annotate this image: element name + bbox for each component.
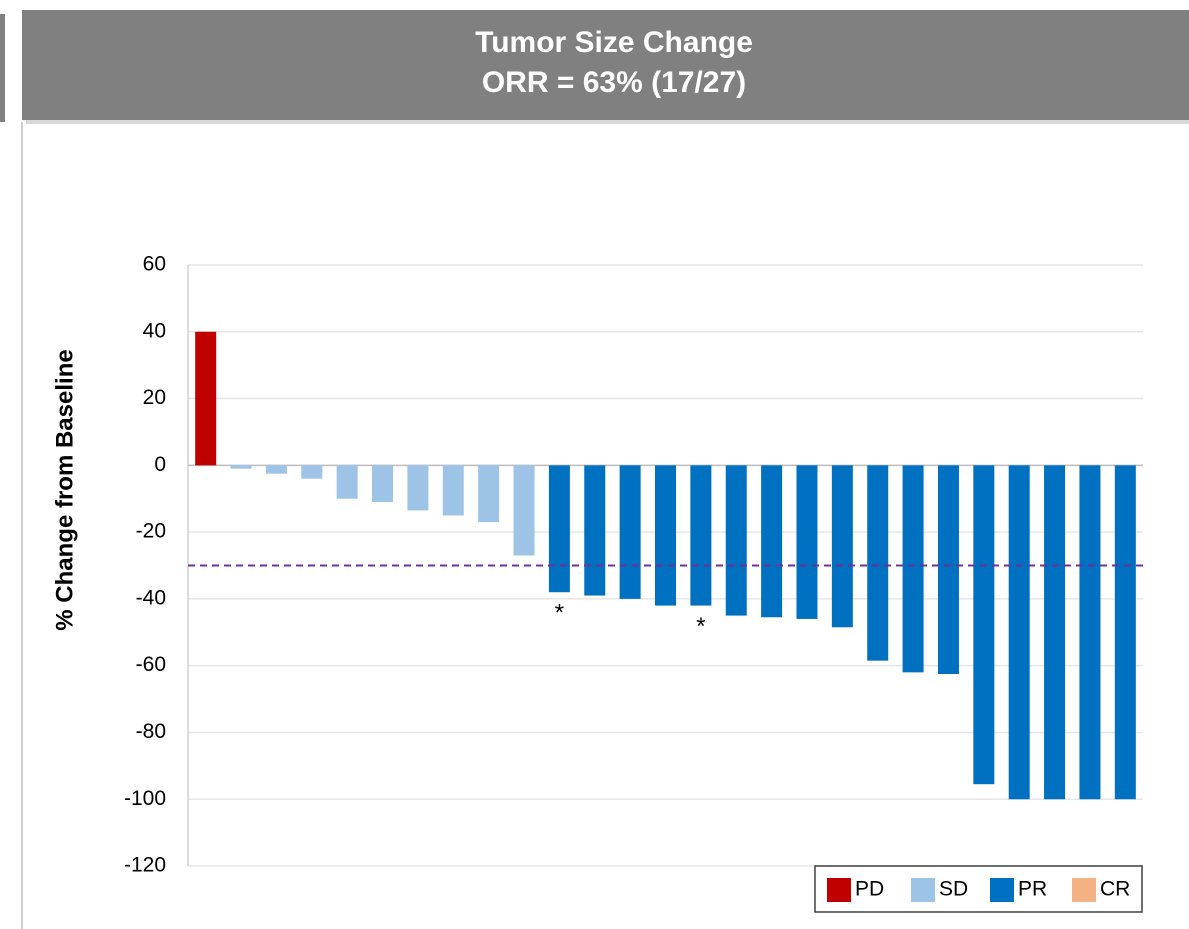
bar xyxy=(937,465,959,675)
chart-subtitle: ORR = 63% (17/27) xyxy=(482,66,746,99)
legend-label: PD xyxy=(855,878,884,901)
bar xyxy=(725,465,747,616)
bar xyxy=(690,465,712,606)
bar xyxy=(1044,465,1066,800)
bar xyxy=(230,465,252,469)
y-tick-label: -120 xyxy=(124,854,166,877)
y-tick-label: 0 xyxy=(154,453,166,476)
legend-swatch xyxy=(827,878,851,902)
y-tick-label: -100 xyxy=(124,787,166,810)
bar xyxy=(902,465,924,673)
bar xyxy=(655,465,676,606)
bar xyxy=(407,465,429,511)
bar xyxy=(584,465,606,596)
chart-title: Tumor Size Change xyxy=(475,26,753,59)
bar xyxy=(973,465,995,785)
y-tick-label: -20 xyxy=(136,520,166,543)
bar xyxy=(301,465,323,479)
bar xyxy=(513,465,535,556)
bar xyxy=(1079,465,1101,800)
bar xyxy=(336,465,358,499)
legend-swatch xyxy=(911,878,935,902)
annotation: * xyxy=(555,600,564,627)
side-strip xyxy=(0,14,5,122)
bar xyxy=(1114,465,1136,800)
bar xyxy=(831,465,853,628)
y-tick-label: 20 xyxy=(143,386,166,409)
bar xyxy=(195,331,217,466)
bar xyxy=(1008,465,1030,800)
legend-swatch xyxy=(990,878,1014,902)
annotation: * xyxy=(696,613,705,640)
legend-swatch xyxy=(1072,878,1096,902)
y-tick-label: -60 xyxy=(136,653,166,676)
bar xyxy=(265,465,287,474)
legend-label: SD xyxy=(939,878,968,901)
bar xyxy=(796,465,818,619)
bar xyxy=(761,465,783,618)
bar xyxy=(619,465,641,599)
y-tick-label: 40 xyxy=(143,319,166,342)
bar xyxy=(478,465,500,523)
y-axis-label: % Change from Baseline xyxy=(51,349,78,630)
bar xyxy=(867,465,889,661)
bar xyxy=(442,465,464,516)
y-tick-label: -80 xyxy=(136,720,166,743)
legend-label: PR xyxy=(1018,878,1047,901)
y-tick-label: 60 xyxy=(143,253,166,276)
y-tick-label: -40 xyxy=(136,586,166,609)
bar xyxy=(372,465,394,503)
legend-label: CR xyxy=(1100,878,1130,901)
header-banner xyxy=(22,10,1189,120)
bar xyxy=(548,465,570,593)
